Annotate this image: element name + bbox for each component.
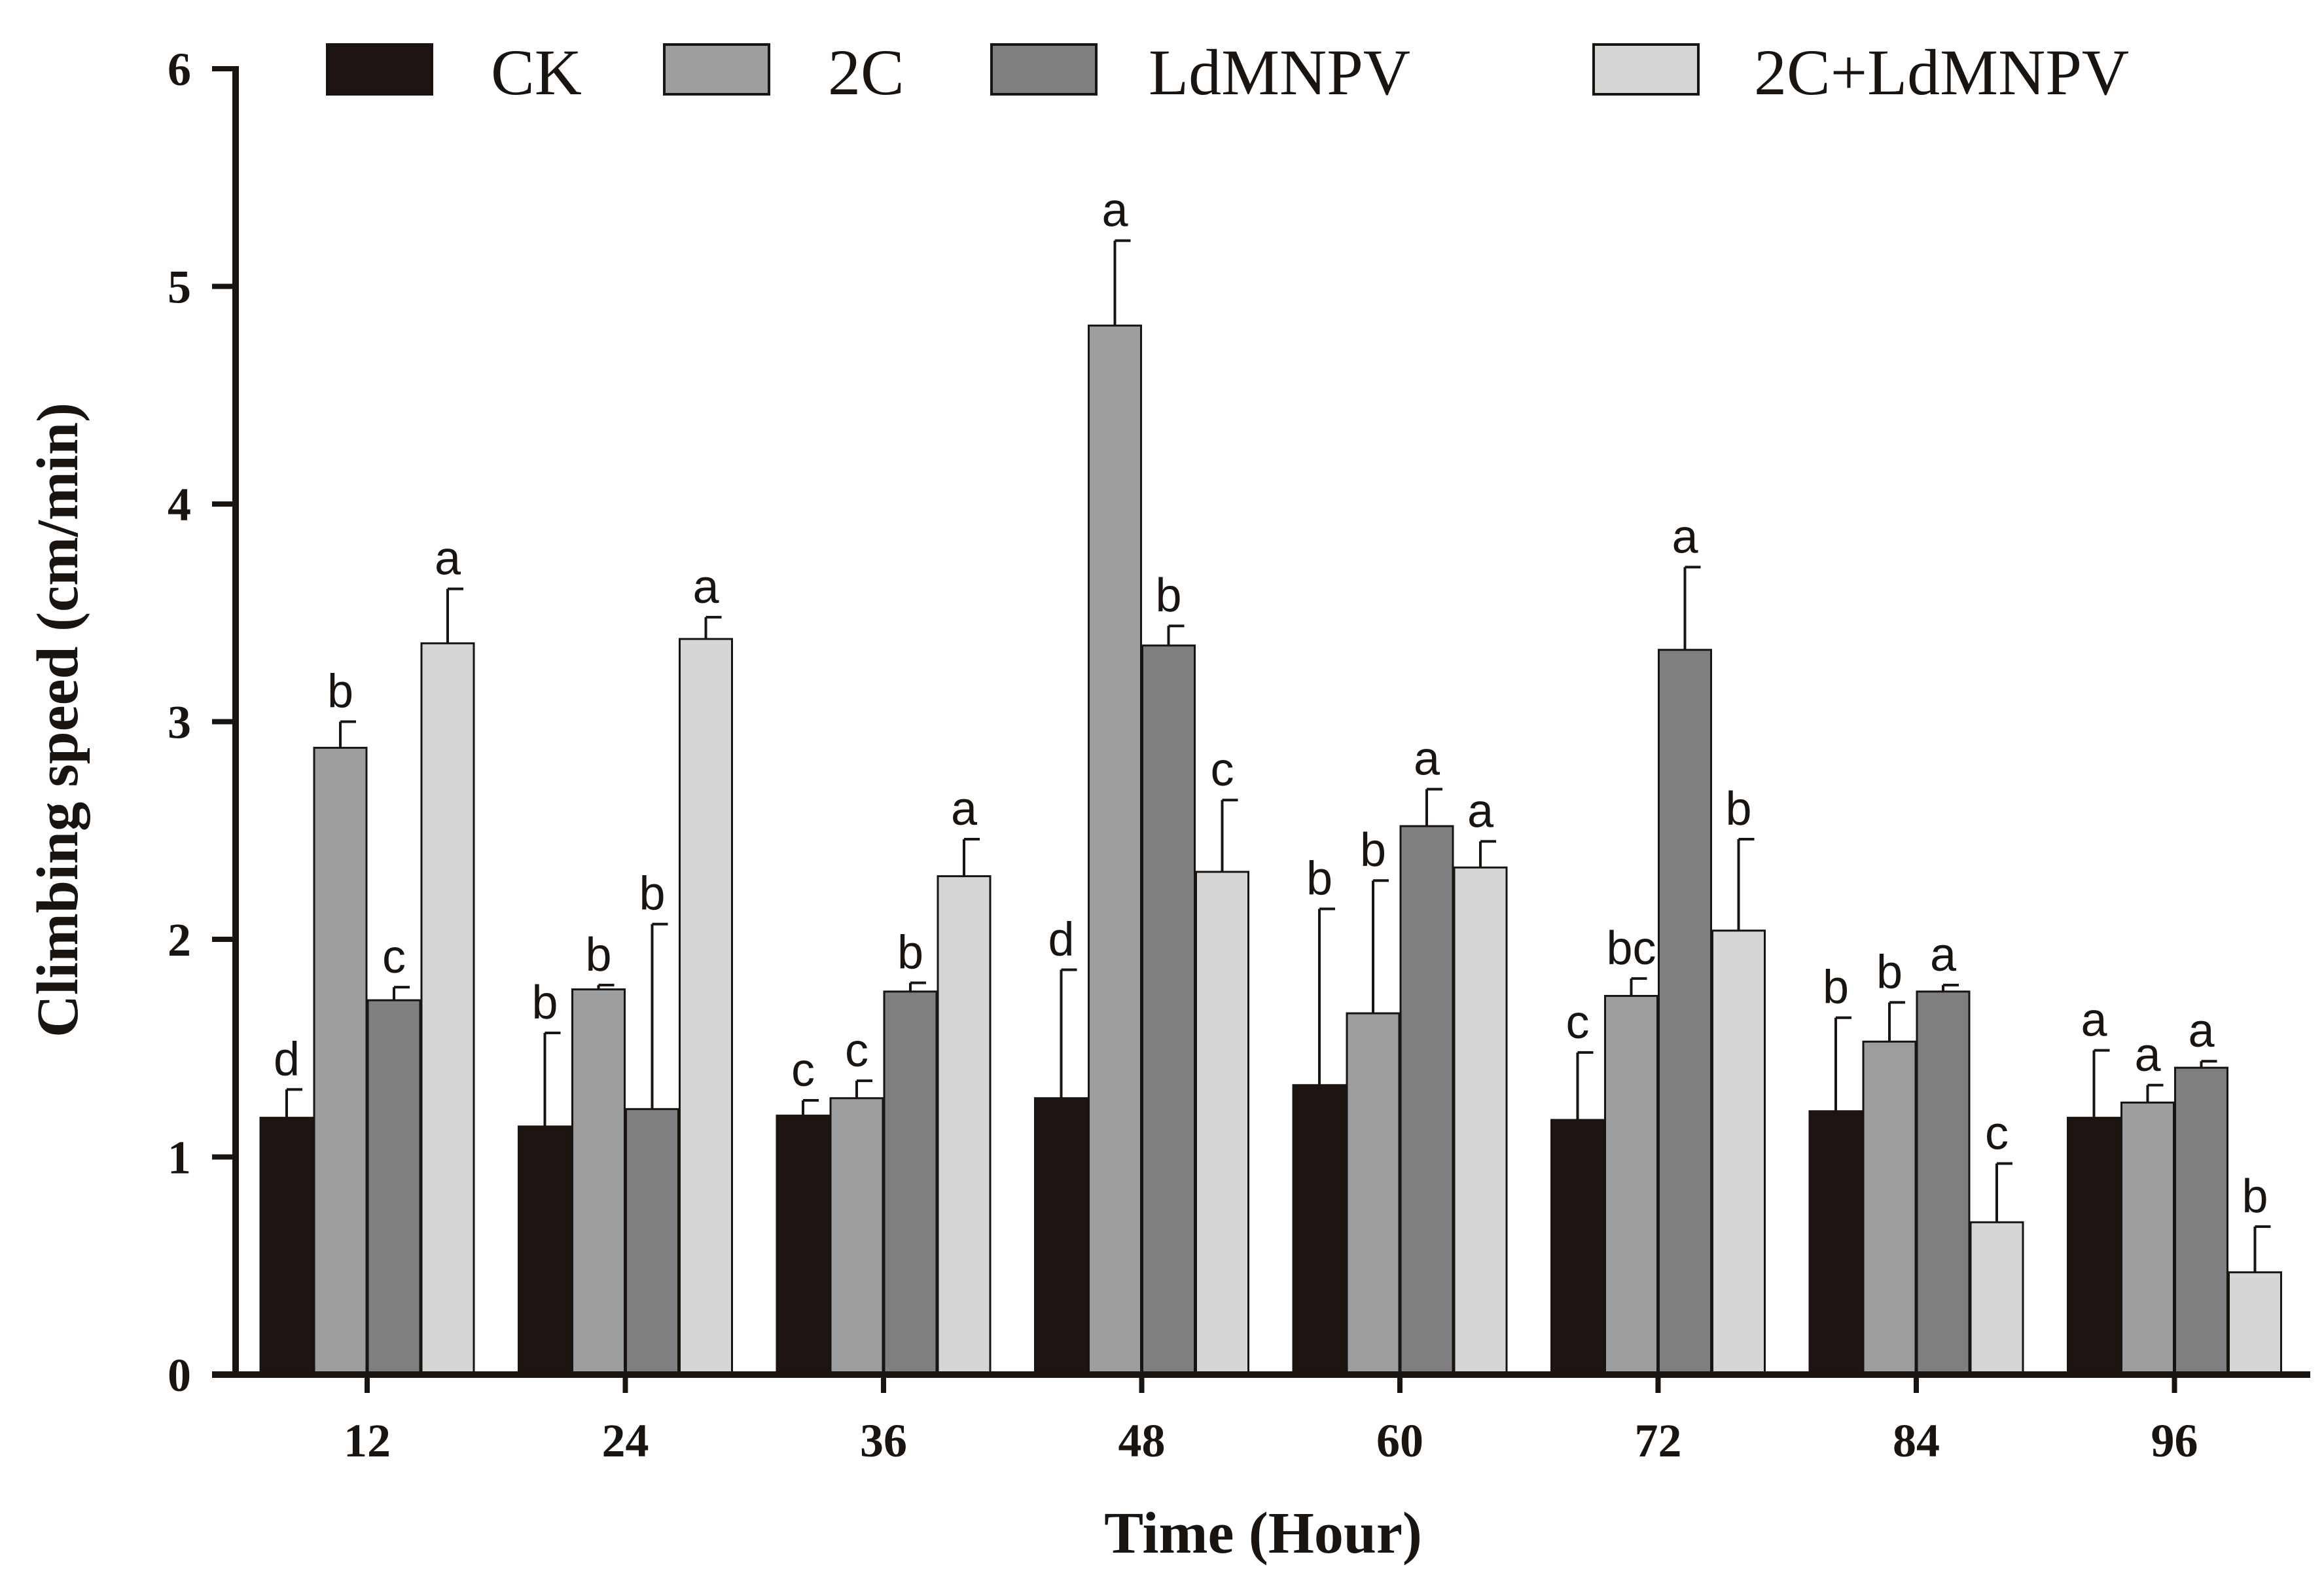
legend-label-2c-ldmnpv: 2C+LdMNPV (1754, 36, 2129, 109)
bar-2c-ldmnpv-84 (1969, 1221, 2024, 1376)
error-bars-layer (285, 239, 2271, 1272)
significance-label-ck-48: d (1048, 914, 1074, 966)
significance-label-2c-48: a (1101, 185, 1128, 237)
bar-2c-ldmnpv-72 (1711, 929, 1766, 1376)
x-tick-label-60: 60 (1376, 1415, 1423, 1467)
bar-ldmnpv-72 (1658, 649, 1712, 1376)
legend-item-ldmnpv: LdMNPV (990, 36, 1410, 109)
bar-ldmnpv-24 (625, 1108, 679, 1376)
bar-2c-96 (2120, 1101, 2175, 1376)
bar-ck-12 (259, 1117, 314, 1376)
bar-ck-72 (1550, 1119, 1605, 1376)
legend-label-ldmnpv: LdMNPV (1149, 36, 1410, 109)
significance-label-ck-12: d (274, 1033, 300, 1085)
legend-swatch-ldmnpv (990, 43, 1098, 96)
bar-2c-36 (829, 1097, 884, 1376)
bar-2c-ldmnpv-36 (937, 875, 992, 1376)
x-tick-label-84: 84 (1893, 1415, 1940, 1467)
legend-swatch-2c (663, 43, 770, 96)
y-tick-label-4: 4 (168, 478, 191, 531)
significance-label-ck-72: c (1566, 996, 1590, 1049)
significance-label-ldmnpv-84: a (1930, 929, 1957, 981)
bar-2c-84 (1862, 1040, 1917, 1376)
significance-label-ldmnpv-72: a (1671, 511, 1698, 563)
y-tick-label-2: 2 (168, 914, 191, 966)
significance-label-ldmnpv-60: a (1414, 733, 1440, 785)
bar-2c-ldmnpv-12 (420, 642, 475, 1376)
significance-label-2c-ldmnpv-24: a (692, 561, 719, 613)
significance-label-2c-24: b (585, 929, 611, 981)
significance-label-ck-24: b (531, 977, 558, 1029)
x-axis-title: Time (Hour) (1104, 1501, 1422, 1566)
legend-item-2c: 2C (663, 36, 904, 109)
bar-ldmnpv-60 (1399, 825, 1454, 1376)
bar-2c-60 (1346, 1012, 1401, 1376)
x-tick-label-48: 48 (1118, 1415, 1166, 1467)
significance-label-2c-ldmnpv-60: a (1467, 785, 1494, 837)
significance-label-ldmnpv-36: b (897, 927, 923, 979)
bar-2c-ldmnpv-96 (2228, 1271, 2282, 1376)
bar-2c-ldmnpv-60 (1453, 866, 1508, 1376)
bar-ldmnpv-12 (366, 999, 421, 1376)
y-tick-label-3: 3 (168, 696, 191, 749)
significance-label-2c-36: c (845, 1024, 868, 1077)
bar-ck-84 (1808, 1110, 1863, 1376)
x-tick-label-12: 12 (344, 1415, 391, 1467)
significance-label-ck-36: c (791, 1044, 815, 1096)
significance-label-2c-ldmnpv-84: c (1985, 1107, 2009, 1159)
significance-label-2c-ldmnpv-72: b (1725, 783, 1751, 835)
bar-ck-60 (1292, 1084, 1347, 1376)
bar-2c-48 (1088, 324, 1142, 1376)
x-tick-label-96: 96 (2151, 1415, 2198, 1467)
significance-label-2c-ldmnpv-48: c (1211, 744, 1234, 796)
bar-ck-48 (1034, 1097, 1088, 1376)
bar-ldmnpv-48 (1141, 644, 1196, 1376)
y-tick-label-6: 6 (168, 43, 191, 96)
significance-label-2c-84: b (1876, 946, 1903, 998)
x-tick-label-72: 72 (1635, 1415, 1682, 1467)
bar-2c-12 (313, 746, 368, 1376)
significance-label-ldmnpv-24: b (639, 868, 665, 920)
y-axis-title: Climbing speed (cm/min) (26, 403, 90, 1038)
y-tick-label-5: 5 (168, 261, 191, 314)
significance-label-2c-ldmnpv-96: b (2242, 1170, 2268, 1223)
y-tick-label-1: 1 (168, 1132, 191, 1184)
significance-label-ck-96: a (2081, 994, 2107, 1047)
legend-label-2c: 2C (828, 36, 904, 109)
bar-2c-72 (1604, 994, 1658, 1376)
bar-ldmnpv-84 (1916, 990, 1971, 1376)
significance-label-ck-60: b (1306, 852, 1332, 905)
significance-label-2c-12: b (327, 666, 353, 718)
significance-label-2c-72: bc (1606, 922, 1656, 975)
bar-2c-24 (571, 988, 626, 1376)
legend-label-ck: CK (491, 36, 582, 109)
x-tick-label-24: 24 (602, 1415, 649, 1467)
bar-ck-36 (776, 1114, 831, 1376)
legend-swatch-2c-ldmnpv (1592, 43, 1700, 96)
significance-label-2c-ldmnpv-36: a (951, 783, 978, 835)
bars-layer (259, 324, 2282, 1376)
significance-label-ck-84: b (1823, 962, 1849, 1014)
significance-label-2c-60: b (1360, 824, 1386, 876)
significance-label-ldmnpv-12: c (382, 931, 406, 983)
significance-label-2c-ldmnpv-12: a (435, 533, 461, 585)
significance-label-2c-96: a (2134, 1029, 2161, 1081)
x-tick-label-36: 36 (860, 1415, 907, 1467)
bar-ck-96 (2067, 1117, 2121, 1376)
bar-ldmnpv-36 (883, 990, 938, 1376)
legend: CK 2C LdMNPV 2C+LdMNPV (326, 36, 2129, 109)
bar-ldmnpv-96 (2174, 1066, 2228, 1376)
bar-2c-ldmnpv-48 (1195, 871, 1249, 1376)
bar-ck-24 (518, 1125, 572, 1376)
legend-item-2c-ldmnpv: 2C+LdMNPV (1592, 36, 2129, 109)
legend-swatch-ck (326, 43, 433, 96)
significance-label-ldmnpv-48: b (1155, 569, 1181, 622)
significance-label-ldmnpv-96: a (2188, 1005, 2215, 1057)
y-tick-label-0: 0 (168, 1349, 191, 1401)
legend-item-ck: CK (326, 36, 582, 109)
bar-2c-ldmnpv-24 (679, 638, 733, 1376)
